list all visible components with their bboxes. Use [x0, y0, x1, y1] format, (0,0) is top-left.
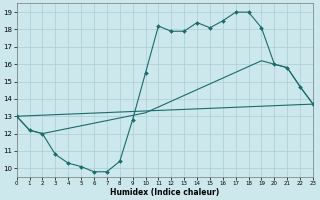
X-axis label: Humidex (Indice chaleur): Humidex (Indice chaleur) [110, 188, 220, 197]
